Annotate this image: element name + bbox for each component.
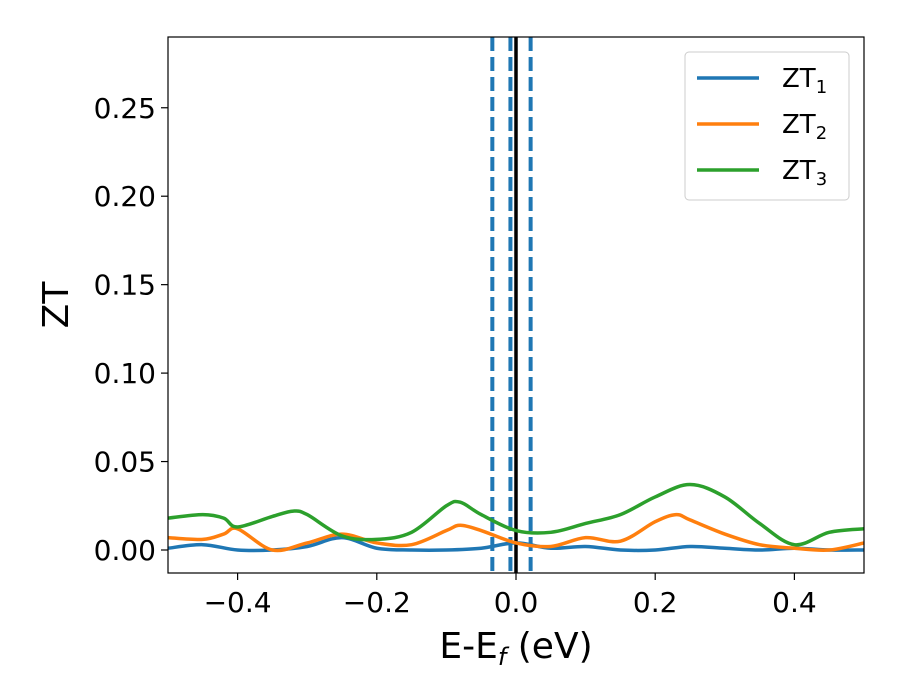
y-tick-label: 0.15	[94, 269, 156, 302]
y-axis-title: ZT	[36, 281, 77, 329]
y-tick-label: 0.00	[94, 534, 156, 567]
x-tick-label: −0.4	[204, 586, 272, 619]
legend-label-zt1: ZT1	[782, 64, 827, 98]
y-tick-label: 0.25	[94, 92, 156, 125]
x-tick-label: −0.2	[343, 586, 411, 619]
x-tick-label: 0.0	[494, 586, 539, 619]
legend-box	[684, 51, 850, 201]
x-tick-label: 0.2	[633, 586, 678, 619]
series-line-zt2	[168, 512, 864, 553]
x-tick-label: 0.4	[772, 586, 817, 619]
x-axis-title: E-Ef (eV)	[439, 626, 592, 671]
legend-label-zt2: ZT2	[782, 110, 827, 144]
y-axis: 0.00 0.05 0.10 0.15 0.20 0.25	[94, 92, 168, 567]
y-tick-label: 0.05	[94, 446, 156, 479]
reference-lines	[490, 37, 533, 573]
y-tick-label: 0.10	[94, 357, 156, 390]
y-tick-label: 0.20	[94, 180, 156, 213]
series-line-zt3	[168, 482, 864, 547]
x-axis-title-tail: (eV)	[506, 626, 592, 667]
series-lines	[168, 482, 864, 553]
x-axis-title-main: E-E	[439, 626, 497, 667]
legend: ZT1 ZT2 ZT3	[684, 51, 850, 201]
x-axis: −0.4 −0.2 0.0 0.2 0.4	[204, 573, 817, 619]
legend-label-zt3: ZT3	[782, 156, 827, 190]
